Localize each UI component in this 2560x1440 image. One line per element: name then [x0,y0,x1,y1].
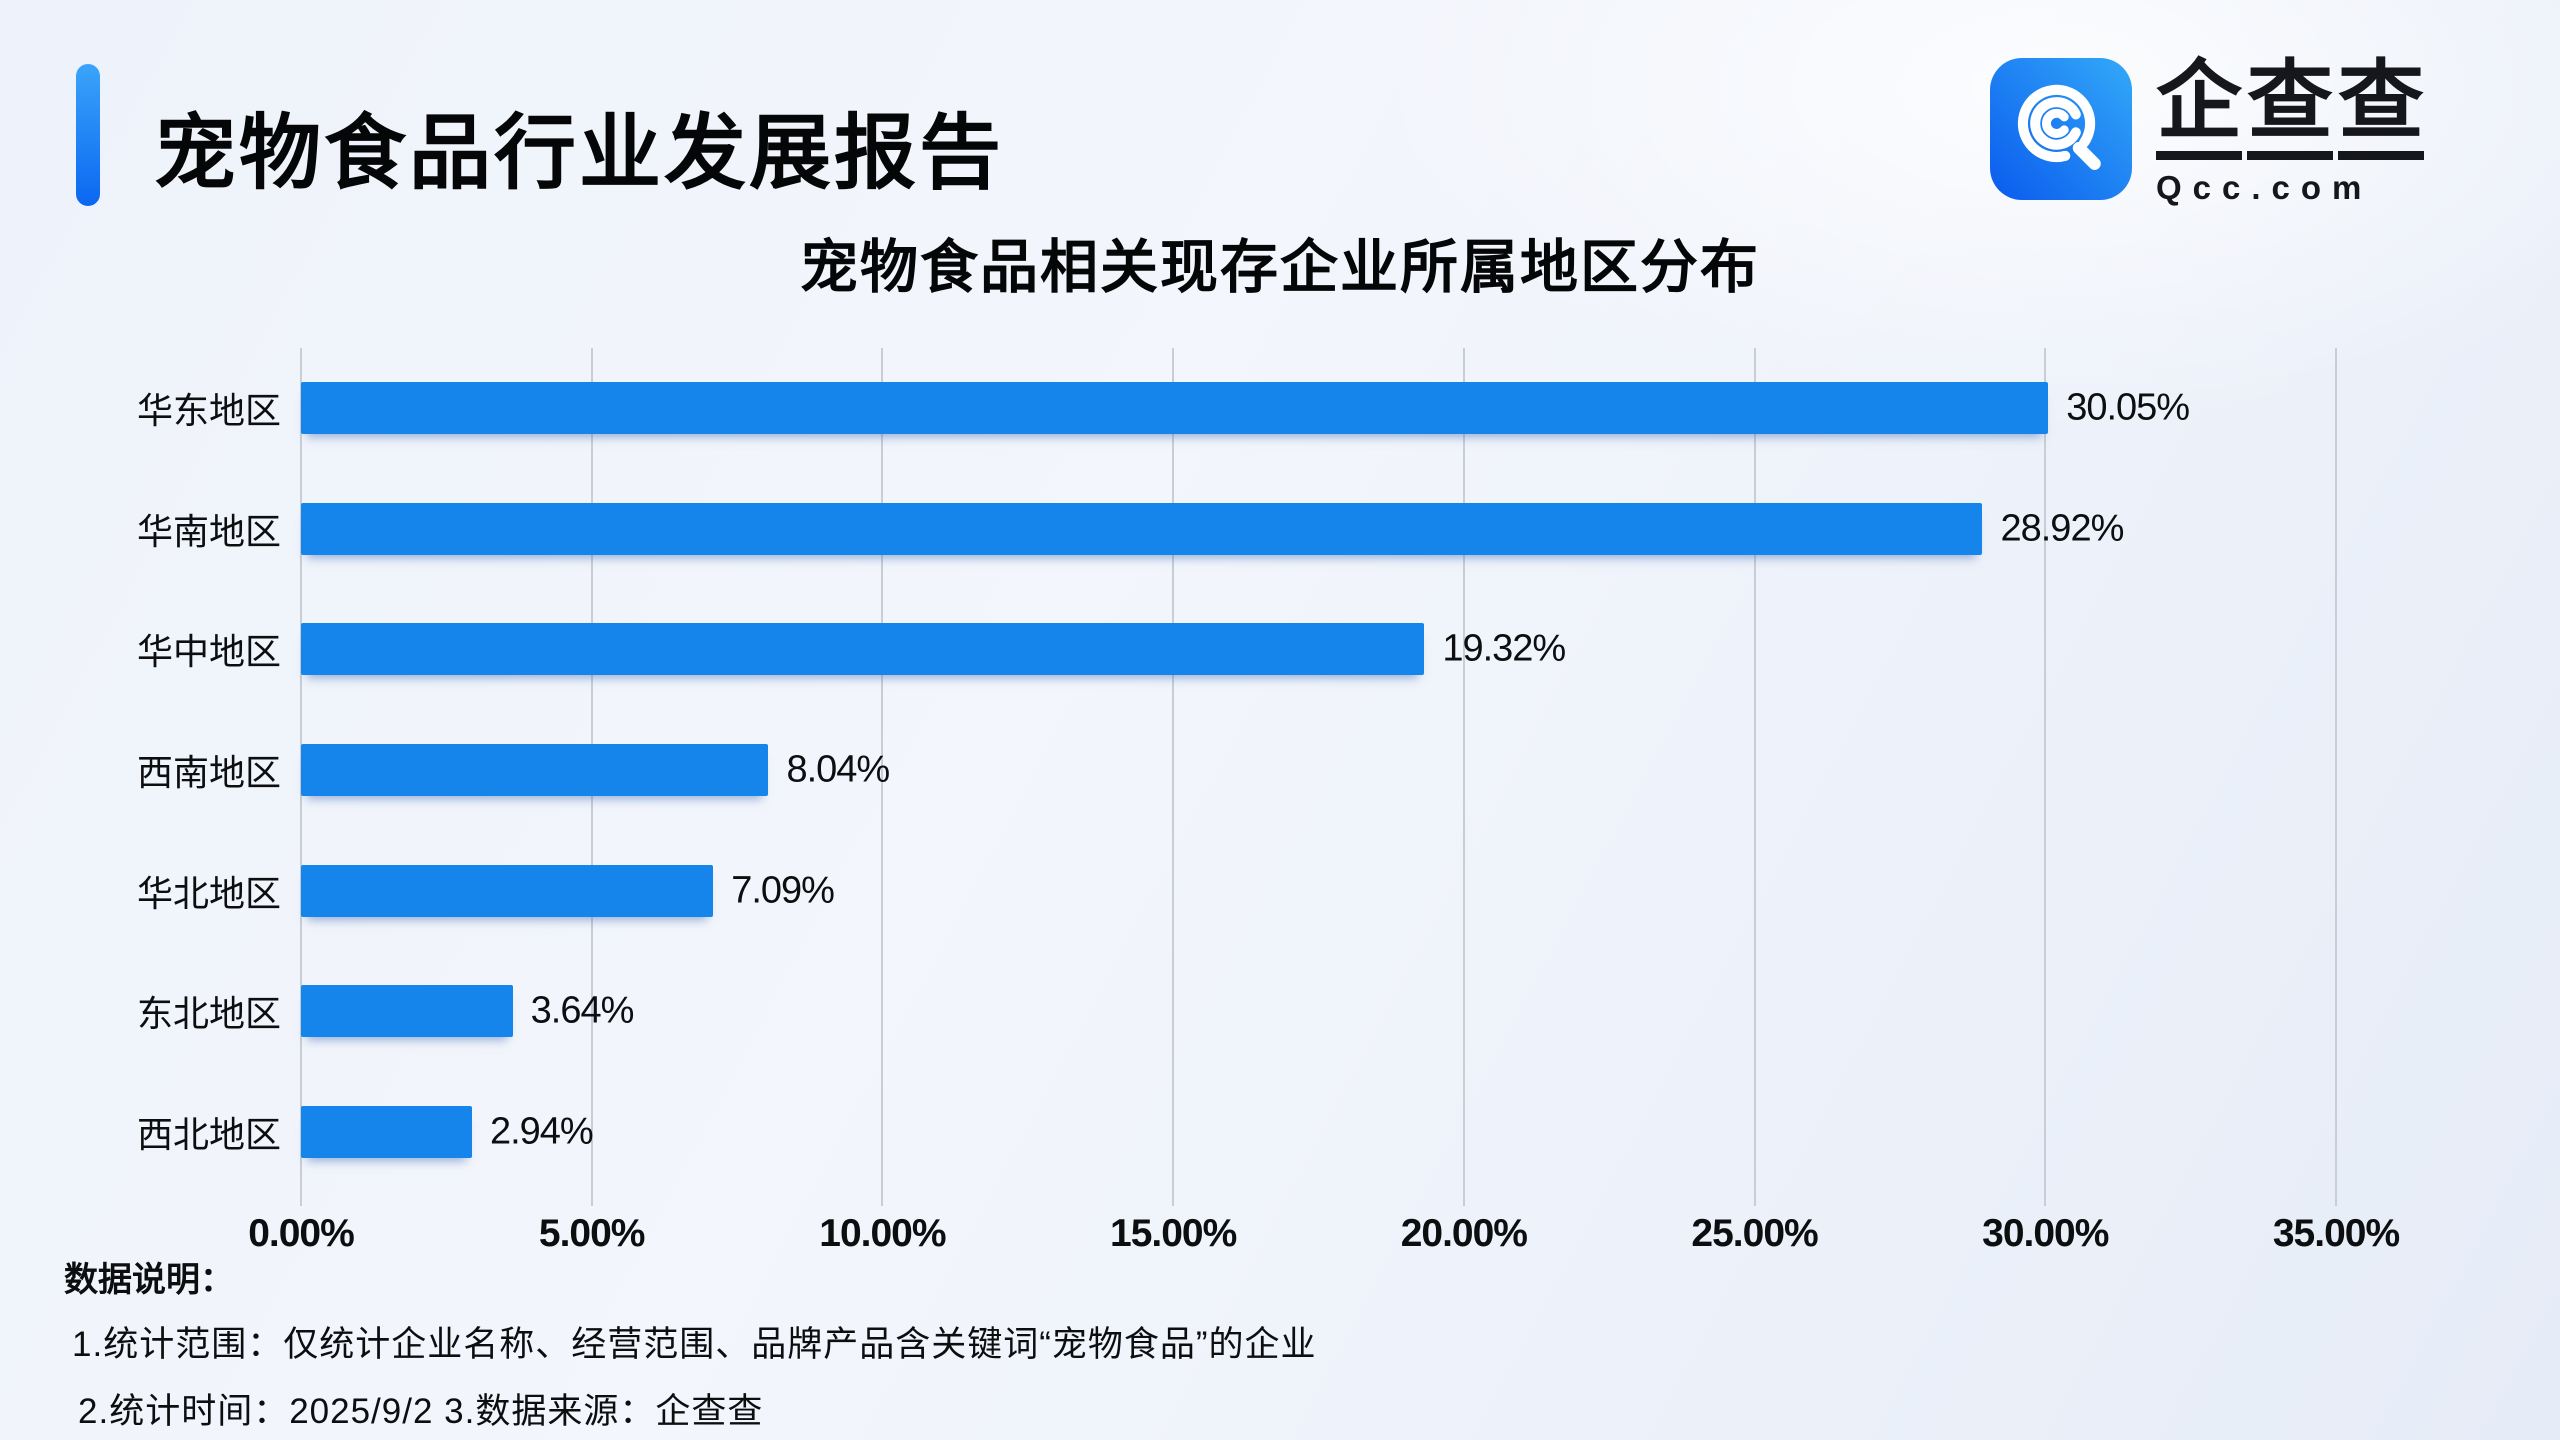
page-title: 宠物食品行业发展报告 [154,108,1005,199]
bar-华北地区 [301,864,714,917]
bar-华南地区 [301,502,1983,555]
gridline [2335,348,2337,1206]
value-label: 30.05% [2066,386,2190,429]
note-date-source: 2.统计时间：2025/9/2 3.数据来源：企查查 [78,1392,764,1431]
notes-heading: 数据说明： [64,1261,234,1299]
category-label: 东北地区 [136,993,281,1035]
x-axis-tick-label: 20.00% [1400,1212,1528,1255]
gridline [1753,348,1756,1206]
value-label: 19.32% [1442,627,1566,670]
brand-character: 查 [2338,58,2424,160]
qcc-logo-text: 企查查 Qcc.com [2156,58,2429,207]
x-axis-tick-label: 5.00% [538,1212,646,1255]
category-label: 西北地区 [136,1113,281,1155]
bar-华中地区 [301,623,1425,676]
x-axis-tick-label: 10.00% [819,1212,946,1255]
qcc-domain: Qcc.com [2156,169,2373,206]
value-label: 3.64% [530,989,635,1032]
brand-character: 企 [2156,58,2242,160]
x-axis-tick-label: 0.00% [248,1212,355,1255]
bar-西南地区 [301,744,769,796]
value-label: 2.94% [489,1110,594,1153]
brand-character: 查 [2247,58,2333,160]
category-label: 华东地区 [136,390,281,432]
x-axis-tick-label: 25.00% [1691,1212,1818,1255]
category-label: 华中地区 [136,631,281,673]
note-scope: 1.统计范围：仅统计企业名称、经营范围、品牌产品含关键词“宠物食品”的企业 [72,1325,1317,1364]
x-axis-tick-label: 35.00% [2272,1212,2400,1255]
x-axis-tick-label: 30.00% [1982,1212,2109,1255]
gridline [2044,348,2047,1206]
chart-title: 宠物食品相关现存企业所属地区分布 [799,235,1760,300]
qcc-magnifier-icon [1990,58,2132,200]
category-label: 华南地区 [136,510,281,552]
qcc-brand-name: 企查查 [2156,58,2429,160]
gridline [881,348,884,1206]
x-axis-tick-label: 15.00% [1110,1212,1237,1255]
value-label: 8.04% [786,748,890,791]
bar-西北地区 [301,1105,472,1158]
gridline [1172,348,1175,1206]
value-label: 28.92% [2000,507,2124,550]
bar-华东地区 [301,382,2049,435]
title-accent-bar [76,64,100,206]
bar-东北地区 [301,985,513,1038]
category-label: 华北地区 [136,872,281,914]
value-label: 7.09% [731,869,835,912]
qcc-logo: 企查查 Qcc.com [1990,58,2429,207]
gridline [1462,348,1465,1206]
category-label: 西南地区 [136,752,281,793]
